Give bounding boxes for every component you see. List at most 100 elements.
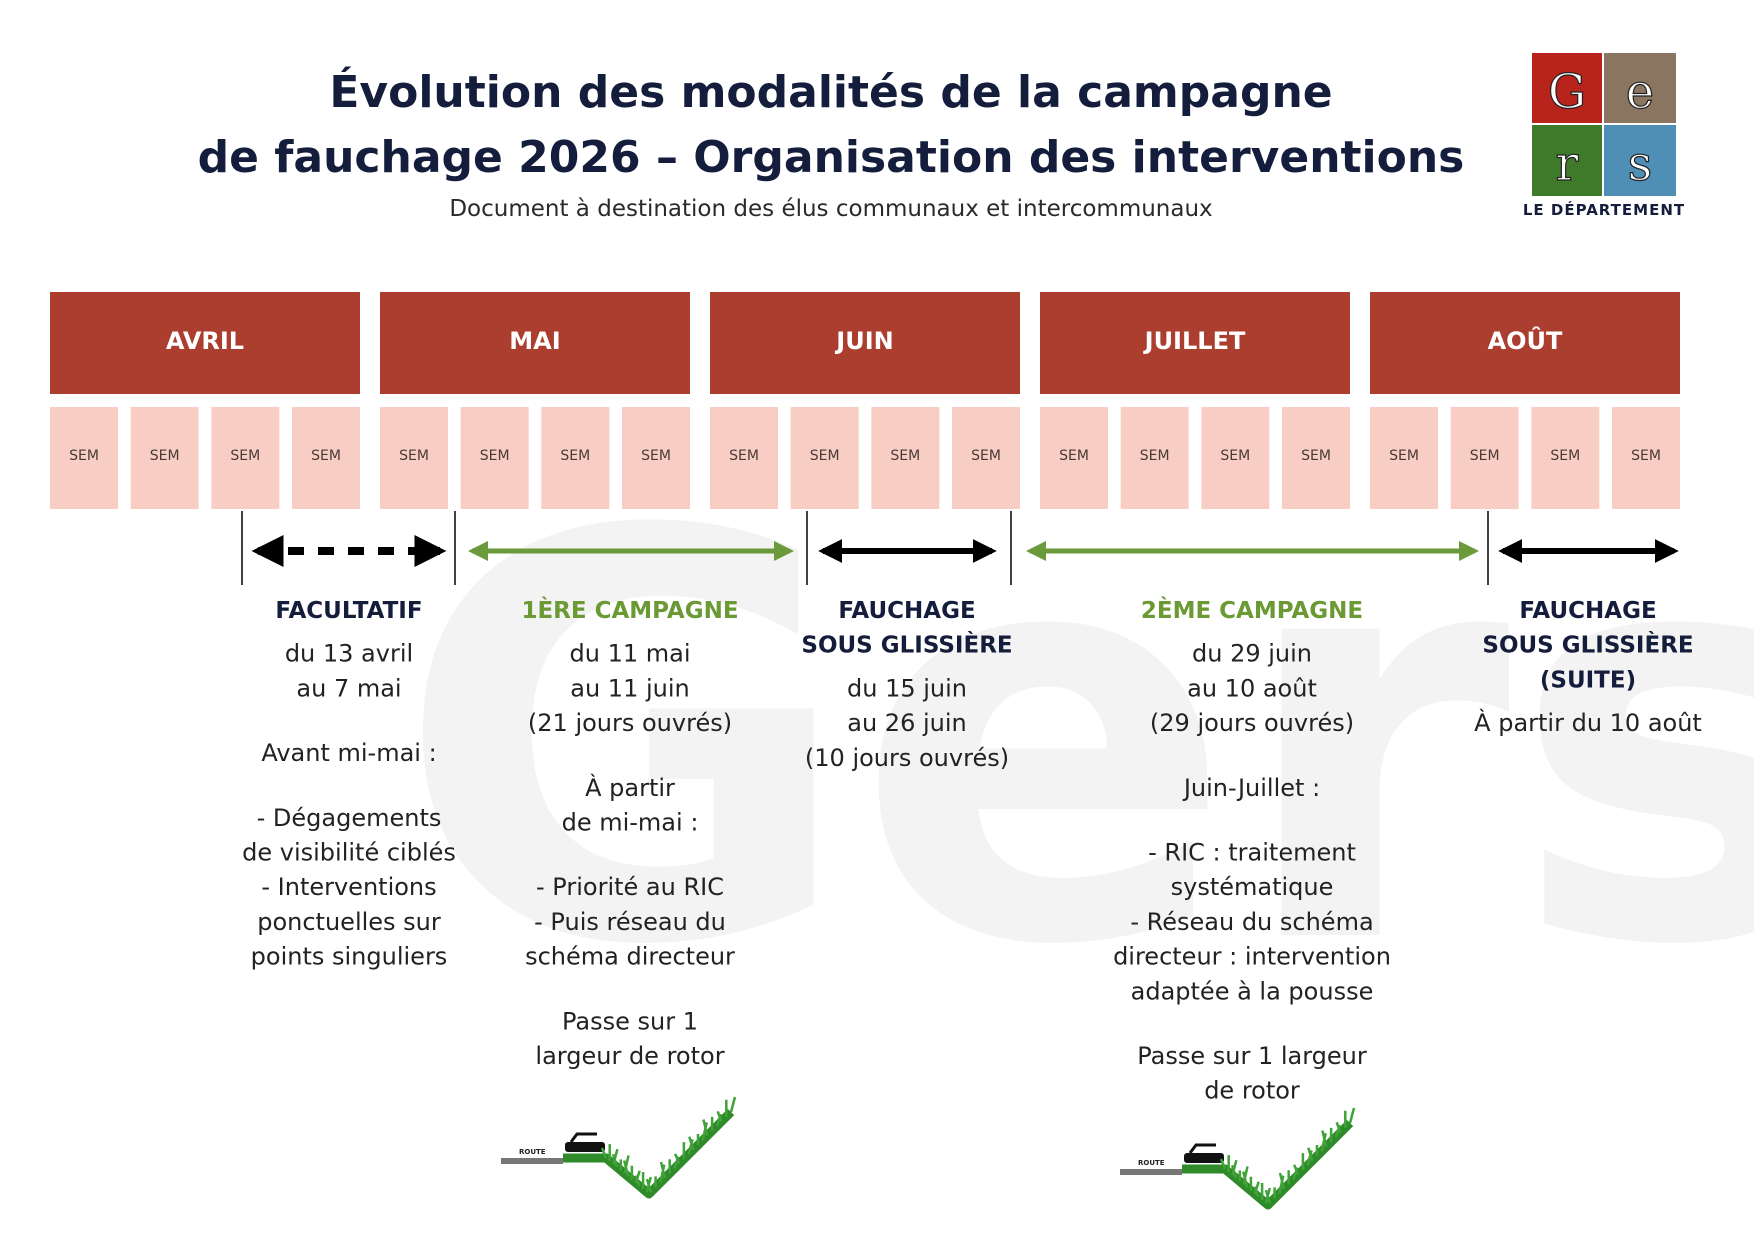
watermark: Gers — [395, 416, 1754, 1068]
week-box — [292, 407, 360, 509]
phase-title: SOUS GLISSIÈRE — [801, 631, 1012, 659]
week-label: SEM — [1389, 448, 1419, 464]
week-label: SEM — [1140, 448, 1170, 464]
week-box — [1450, 407, 1519, 509]
logo-tile — [1604, 125, 1676, 196]
road — [501, 1158, 563, 1164]
week-label: SEM — [399, 448, 429, 464]
title-line: Évolution des modalités de la campagne — [329, 65, 1332, 118]
mowing-illustration: ROUTE — [501, 1096, 737, 1199]
week-label: SEM — [810, 448, 840, 464]
week-label: SEM — [1059, 448, 1089, 464]
month-box — [1370, 292, 1680, 394]
mower-arm — [569, 1132, 597, 1143]
mower — [565, 1142, 605, 1152]
phase-text: du 29 juin — [1192, 640, 1312, 668]
month-box — [710, 292, 1020, 394]
month-box — [1040, 292, 1350, 394]
phase-text: (21 jours ouvrés) — [528, 709, 732, 737]
week-label: SEM — [1470, 448, 1500, 464]
logo-tile — [1532, 125, 1602, 196]
phase-text: schéma directeur — [525, 943, 735, 971]
road — [1120, 1169, 1182, 1175]
subtitle: Document à destination des élus communau… — [449, 196, 1212, 222]
week-label: SEM — [311, 448, 341, 464]
week-box — [1120, 407, 1189, 509]
phase-text: À partir du 10 août — [1474, 708, 1702, 737]
week-box — [871, 407, 940, 509]
week-label: SEM — [1550, 448, 1580, 464]
week-box — [460, 407, 529, 509]
phase-title: FACULTATIF — [275, 598, 422, 624]
week-box — [380, 407, 448, 509]
logo-caption: LE DÉPARTEMENT — [1523, 200, 1685, 219]
phase-text: (29 jours ouvrés) — [1150, 709, 1354, 737]
week-label: SEM — [729, 448, 759, 464]
phase-text: systématique — [1171, 873, 1334, 901]
grass — [1219, 1107, 1356, 1204]
phase-title: 1ÈRE CAMPAGNE — [521, 596, 738, 624]
phase-text: - RIC : traitement — [1148, 839, 1356, 867]
week-label: SEM — [150, 448, 180, 464]
road-label: ROUTE — [519, 1148, 546, 1156]
phase-text: - Réseau du schéma — [1130, 908, 1373, 936]
week-label: SEM — [1220, 448, 1250, 464]
month-label: MAI — [509, 327, 560, 355]
week-box — [1531, 407, 1600, 509]
logo-letter: G — [1548, 64, 1586, 120]
week-box — [952, 407, 1020, 509]
phase-text: du 13 avril — [285, 640, 413, 668]
road-label: ROUTE — [1138, 1159, 1165, 1167]
phase-title: FAUCHAGE — [838, 598, 975, 624]
phase-text: Juin-Juillet : — [1182, 774, 1320, 802]
phase-text: adaptée à la pousse — [1131, 977, 1374, 1005]
logo-tile — [1604, 53, 1676, 123]
phase-text: Avant mi-mai : — [261, 739, 436, 767]
week-box — [130, 407, 199, 509]
month-label: JUILLET — [1143, 327, 1246, 355]
phase-text: de mi-mai : — [562, 809, 699, 837]
week-label: SEM — [890, 448, 920, 464]
week-label: SEM — [1631, 448, 1661, 464]
week-box — [211, 407, 280, 509]
phase-text: (10 jours ouvrés) — [805, 744, 1009, 772]
phase-text: - Puis réseau du — [534, 908, 726, 936]
mower — [1184, 1153, 1224, 1163]
phase-text: - Dégagements — [257, 804, 442, 832]
phase-text: À partir — [585, 773, 675, 802]
month-box — [50, 292, 360, 394]
mower-arm — [1188, 1143, 1216, 1154]
phase-text: Passe sur 1 largeur — [1137, 1042, 1367, 1070]
phase-text: au 10 août — [1187, 674, 1317, 702]
phase-title: FAUCHAGE — [1519, 598, 1656, 624]
week-label: SEM — [971, 448, 1001, 464]
title-line: de fauchage 2026 – Organisation des inte… — [198, 132, 1465, 183]
week-label: SEM — [641, 448, 671, 464]
phase-title: SOUS GLISSIÈRE — [1482, 631, 1693, 659]
week-box — [1370, 407, 1438, 509]
mowing-illustration: ROUTE — [1120, 1107, 1356, 1210]
month-label: AVRIL — [166, 327, 244, 355]
phase-text: Passe sur 1 — [562, 1007, 698, 1035]
week-box — [1612, 407, 1680, 509]
timeline-lines — [241, 511, 1489, 585]
month-label: JUIN — [834, 327, 893, 355]
phase-title: 2ÈME CAMPAGNE — [1141, 596, 1363, 624]
phase-text: au 11 juin — [570, 674, 689, 702]
logo-letter: s — [1628, 136, 1653, 192]
week-box — [710, 407, 778, 509]
phase-text: du 11 mai — [570, 640, 691, 668]
phase-text: largeur de rotor — [535, 1042, 724, 1070]
logo-tile — [1532, 53, 1602, 123]
phase-text: de visibilité ciblés — [242, 839, 456, 867]
week-box — [1040, 407, 1108, 509]
phase-text: - Priorité au RIC — [536, 873, 724, 901]
phase-text: du 15 juin — [847, 674, 967, 702]
phase-text: directeur : intervention — [1113, 943, 1391, 971]
week-box — [541, 407, 610, 509]
grass — [600, 1096, 737, 1193]
phase-text: de rotor — [1204, 1077, 1300, 1105]
phase-text: au 26 juin — [847, 709, 966, 737]
